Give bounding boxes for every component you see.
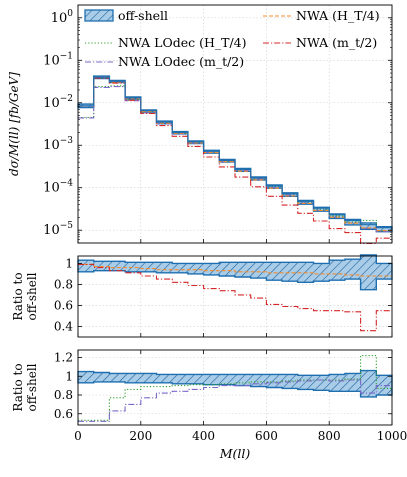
series-offshell xyxy=(78,76,392,229)
y-tick-label: 1 xyxy=(65,369,73,383)
y-tick-label: 0.4 xyxy=(54,319,73,333)
ratio-y-label-line1: Ratio to xyxy=(11,272,25,320)
main-frame xyxy=(77,4,393,244)
ratio-panel-lodec: 1.2 1 0.8 0.6 Ratio to off-shell 0 200 400 600 800… xyxy=(11,349,407,461)
legend-item-lodec_ht: NWA LOdec (H_T/4) xyxy=(85,35,247,50)
y-tick-label: 0.6 xyxy=(54,407,73,421)
y-tick-label: 0.8 xyxy=(54,388,73,402)
y-tick-label: 10−5 xyxy=(43,221,73,238)
y-tick-label: 0.8 xyxy=(54,277,73,291)
series-lodec_ht xyxy=(78,355,392,421)
legend-swatch xyxy=(84,9,114,22)
panel-frame xyxy=(77,255,393,338)
y-tick-label: 10−2 xyxy=(43,94,73,111)
ratio-y-label-line1: Ratio to xyxy=(11,363,25,411)
legend-item-nwa_mt: NWA (m_t/2) xyxy=(263,35,377,50)
series-nwa_ht xyxy=(78,77,392,232)
legend-label: NWA LOdec (m_t/2) xyxy=(118,54,244,69)
y-tick-label: 1 xyxy=(65,256,73,270)
ratio-y-label-line2: off-shell xyxy=(25,272,39,320)
y-tick-label: 10−3 xyxy=(43,136,73,153)
series-nwa_mt xyxy=(78,77,392,244)
legend-label: off-shell xyxy=(118,8,168,23)
y-tick-label: 10−4 xyxy=(43,179,73,196)
legend-item-offshell: off-shell xyxy=(84,8,168,23)
legend-item-lodec_mt: NWA LOdec (m_t/2) xyxy=(85,54,244,69)
legend-label: NWA (H_T/4) xyxy=(296,8,380,23)
legend-label: NWA LOdec (H_T/4) xyxy=(118,35,247,50)
series-nwa_mt xyxy=(78,263,392,332)
ratio-panel-nwa: 1 0.8 0.6 0.4 Ratio to off-shell xyxy=(11,254,393,338)
panel-frame xyxy=(77,349,393,426)
y-tick-label: 1.2 xyxy=(54,351,73,365)
x-tick-label: 800 xyxy=(318,429,341,443)
offshell-band xyxy=(77,369,393,398)
series-lodec_mt xyxy=(78,379,392,422)
y-tick-label: 0.6 xyxy=(54,298,73,312)
main-panel: 100 10−1 10−2 10−3 10−4 10−5 dσ/M(ll) [fb/GeV]… xyxy=(7,4,393,244)
chart-panels: 100 10−1 10−2 10−3 10−4 10−5 dσ/M(ll) [fb/GeV]… xyxy=(7,4,407,461)
x-axis-label: M(ll) xyxy=(219,446,251,461)
legend-label: NWA (m_t/2) xyxy=(296,35,377,50)
series-lodec_ht xyxy=(78,85,392,232)
x-tick-label: 400 xyxy=(192,429,215,443)
series-nwa_ht xyxy=(78,263,392,277)
x-tick-label: 0 xyxy=(74,429,82,443)
main-y-label: dσ/M(ll) [fb/GeV] xyxy=(7,72,21,176)
ratio-y-label-line2: off-shell xyxy=(25,363,39,411)
legend-item-nwa_ht: NWA (H_T/4) xyxy=(263,8,380,23)
x-tick-label: 200 xyxy=(129,429,152,443)
x-tick-label: 1000 xyxy=(377,429,407,443)
y-tick-label: 100 xyxy=(51,9,74,26)
y-tick-label: 10−1 xyxy=(43,51,73,68)
x-tick-label: 600 xyxy=(255,429,278,443)
